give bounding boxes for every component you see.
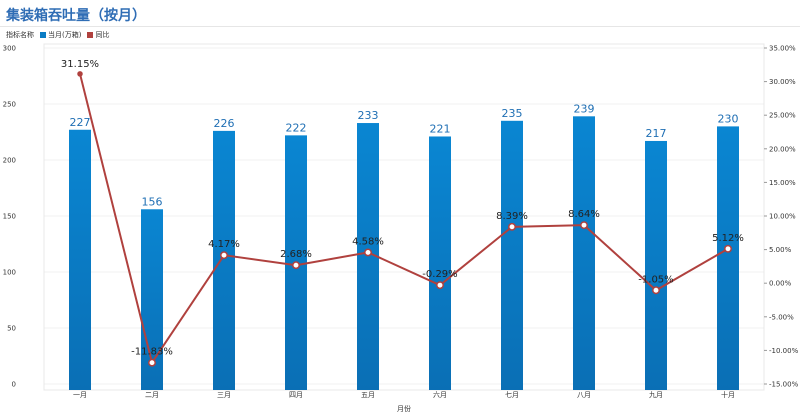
plot-area [43,43,765,391]
yoy-value-label: -11.83% [131,347,173,358]
bar [429,136,451,390]
chart-legend: 指标名称 当月(万箱) 同比 [6,29,109,41]
x-tick-label: 六月 [433,390,447,399]
bar-value-label: 217 [646,127,667,140]
right-tick-label: -10.00% [769,347,799,355]
right-tick-label: 10.00% [769,213,796,221]
x-tick-label: 二月 [145,391,159,399]
right-tick-label: 30.00% [769,78,796,86]
yoy-point [292,261,300,270]
x-tick-label: 一月 [73,391,87,399]
x-tick-label: 九月 [649,390,663,399]
bar [213,130,235,390]
yoy-value-label: -0.29% [422,269,457,280]
bar-value-label: 227 [70,116,91,129]
x-tick-label: 七月 [505,390,519,399]
bar-data-labels: 227 156 226 222 233 221 235 239 217 230 [70,102,739,208]
bar-value-label: 156 [142,195,163,208]
yoy-value-label: 8.64% [568,209,600,220]
left-tick-label: 150 [3,213,16,221]
legend-swatch-yoy [87,32,94,38]
legend-label-monthly: 当月(万箱) [48,31,82,39]
left-tick-label: 200 [3,157,16,165]
x-tick-label: 十月 [721,390,735,399]
yoy-point [364,248,372,257]
bar-value-label: 233 [358,109,379,122]
yoy-point [220,251,228,260]
x-axis-title: 月份 [397,404,411,413]
bar-value-label: 226 [214,117,235,130]
legend-prefix: 指标名称 [6,31,34,39]
x-tick-label: 五月 [361,391,375,399]
x-tick-label: 四月 [289,391,303,399]
bar [573,116,595,390]
right-tick-label: -15.00% [769,381,799,389]
yoy-point [508,222,516,231]
right-tick-label: 0.00% [769,280,792,288]
left-tick-label: 50 [7,325,16,333]
legend-item-yoy[interactable]: 同比 [87,30,109,40]
bar-value-label: 221 [430,122,451,135]
line-series [77,71,732,367]
bar-value-label: 222 [286,121,307,134]
chart-title: 集装箱吞吐量（按月） [6,8,146,24]
right-tick-label: 15.00% [769,179,796,187]
yoy-value-label: 4.17% [208,239,240,250]
yoy-point [652,286,660,295]
left-axis: 0 50 100 150 200 250 300 [3,45,16,389]
bar-series [69,116,739,391]
right-tick-label: 20.00% [769,145,796,153]
bar [645,140,667,390]
bar-value-label: 230 [718,112,739,125]
bar [141,209,163,390]
right-axis: -15.00% -10.00% -5.00% 0.00% 5.00% 10.00% 15.0… [764,45,799,389]
right-tick-label: 35.00% [769,45,796,53]
yoy-value-label: 2.68% [280,249,312,260]
bar-value-label: 235 [502,107,523,120]
yoy-point [77,71,83,77]
bar [717,126,739,391]
legend-label-yoy: 同比 [95,31,110,39]
left-tick-label: 300 [3,45,16,53]
bar [501,120,523,391]
bar [69,129,91,390]
yoy-value-label: 8.39% [496,211,528,222]
yoy-value-label: 4.58% [352,236,384,247]
line-data-labels: 31.15% -11.83% 4.17% 2.68% 4.58% -0.29% 8.39% 8… [61,59,744,358]
yoy-value-label: 31.15% [61,59,99,70]
yoy-value-label: -1.05% [638,274,673,285]
x-tick-label: 八月 [577,391,591,399]
title-divider [0,26,800,27]
left-tick-label: 0 [12,381,16,389]
yoy-point [436,281,444,290]
right-tick-label: 25.00% [769,112,796,120]
x-tick-label: 三月 [217,391,231,399]
right-tick-label: 5.00% [769,246,792,254]
legend-swatch-monthly [40,32,46,38]
left-tick-label: 250 [3,101,16,109]
x-axis: 一月 二月 三月 四月 五月 六月 七月 八月 九月 十月 [73,390,735,399]
gridlines [44,47,764,385]
right-tick-label: -5.00% [769,313,794,321]
legend-item-monthly[interactable]: 当月(万箱) [40,30,81,40]
bar-value-label: 239 [574,102,595,115]
yoy-value-label: 5.12% [712,233,744,244]
yoy-line [79,73,729,366]
yoy-point [148,358,156,367]
yoy-point [580,221,588,230]
bar [357,123,379,390]
left-tick-label: 100 [3,269,16,277]
yoy-point [724,244,732,253]
